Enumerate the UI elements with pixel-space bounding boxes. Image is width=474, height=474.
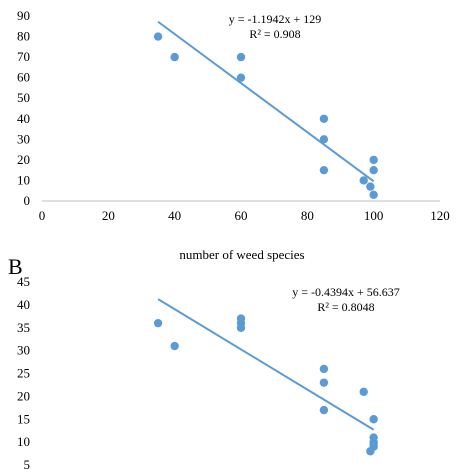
chart-b-data-point (359, 387, 368, 396)
panel-b-label: B (8, 254, 23, 279)
chart-a-y-tick-label: 30 (17, 131, 30, 146)
chart-a-data-point (366, 182, 375, 191)
chart-b: B 5 10 15 20 25 30 35 40 45 y = -0.4394x + 56.63… (8, 254, 400, 472)
chart-a-data-point (319, 135, 329, 144)
chart-b-y-tick-label: 35 (17, 320, 30, 335)
chart-a-x-tick-label: 100 (364, 208, 384, 223)
chart-b-y-tick-label: 40 (17, 297, 30, 312)
chart-a-data-point (369, 165, 378, 175)
chart-b-r2-label: R² = 0.8048 (317, 300, 374, 314)
chart-a-data-point (170, 52, 179, 62)
chart-a-y-tick-label: 20 (17, 152, 30, 167)
chart-a-data-point (236, 73, 246, 82)
chart-a-y-tick-label: 80 (17, 29, 30, 44)
chart-a-x-tick-label: 60 (235, 208, 248, 223)
chart-b-trendline-group (157, 298, 375, 431)
chart-b-y-tick-label: 45 (17, 274, 30, 289)
chart-a-data-point (153, 32, 163, 41)
chart-b-data-point (236, 323, 246, 332)
chart-b-data-point (319, 405, 329, 415)
chart-a-y-tick-label: 60 (17, 70, 30, 85)
chart-a-x-tick-label: 120 (430, 208, 450, 223)
chart-b-y-tick-label: 10 (17, 434, 30, 449)
chart-b-y-tick-label: 20 (17, 388, 30, 403)
chart-b-equation-label: y = -0.4394x + 56.637 (292, 285, 400, 299)
chart-a-trendline-group (157, 20, 375, 183)
chart-a-data-point (319, 165, 329, 175)
chart-b-data-point (369, 415, 378, 424)
chart-b-y-tick-labels: 5 10 15 20 25 30 35 40 45 (17, 274, 30, 472)
chart-b-data-point (153, 318, 163, 328)
chart-a-y-tick-label: 90 (17, 8, 30, 23)
chart-b-y-tick-label: 25 (17, 366, 30, 381)
chart-b-data-point (369, 442, 378, 451)
chart-a-x-tick-label: 0 (39, 208, 46, 223)
chart-b-y-tick-label: 30 (17, 343, 30, 358)
chart-a-x-axis-label: number of weed species (179, 247, 304, 262)
chart-a-y-tick-label: 70 (17, 49, 30, 64)
chart-a-x-tick-label: 20 (102, 208, 115, 223)
chart-b-data-point (319, 378, 329, 387)
chart-a-y-tick-label: 40 (17, 111, 30, 126)
chart-a-x-tick-label: 80 (301, 208, 314, 223)
chart-a-data-point (369, 190, 378, 200)
chart-b-trendline (157, 298, 375, 431)
chart-a-data-point (369, 155, 378, 165)
chart-b-data-point (170, 341, 179, 351)
chart-a-x-tick-label: 40 (168, 208, 181, 223)
chart-a-x-tick-labels: 0 20 40 60 80 100 120 (39, 208, 450, 223)
chart-a-points (153, 32, 378, 200)
chart-b-data-point (319, 364, 329, 374)
chart-a-r2-label: R² = 0.908 (249, 27, 300, 41)
chart-a-data-point (319, 114, 329, 123)
chart-b-points (153, 314, 378, 456)
chart-a-equation-label: y = -1.1942x + 129 (229, 12, 322, 26)
chart-a-y-tick-label: 10 (17, 172, 30, 187)
chart-a-y-tick-labels: 0 10 20 30 40 50 60 70 80 90 (17, 8, 30, 208)
chart-a-trendline (157, 20, 375, 183)
chart-b-y-tick-label: 15 (17, 411, 30, 426)
chart-a: 0 10 20 30 40 50 60 70 80 90 0 20 40 60 80 100 120 y = … (17, 8, 450, 262)
chart-a-y-tick-label: 50 (17, 90, 30, 105)
chart-a-data-point (359, 176, 368, 185)
chart-a-data-point (236, 52, 246, 62)
chart-b-y-tick-label: 5 (24, 457, 31, 472)
chart-a-y-tick-label: 0 (24, 193, 31, 208)
